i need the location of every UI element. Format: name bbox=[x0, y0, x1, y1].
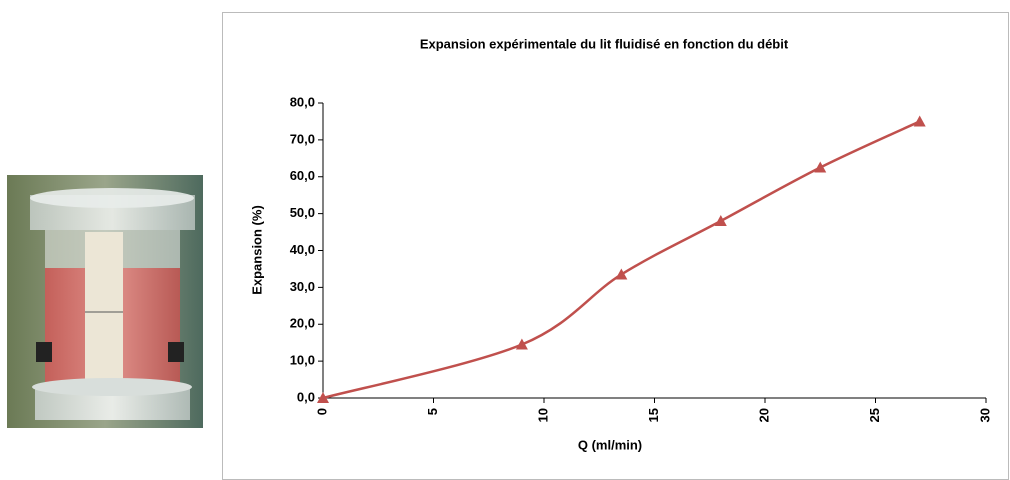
y-tick-label: 50,0 bbox=[290, 205, 315, 220]
x-tick-label: 15 bbox=[646, 408, 661, 422]
y-tick-label: 20,0 bbox=[290, 316, 315, 331]
x-axis-label: Q (ml/min) bbox=[578, 437, 642, 452]
y-tick-label: 40,0 bbox=[290, 242, 315, 257]
chart-title: Expansion expérimentale du lit fluidisé … bbox=[420, 36, 789, 51]
marker bbox=[615, 268, 628, 280]
photo bbox=[7, 175, 203, 428]
x-tick-label: 25 bbox=[867, 408, 882, 422]
marker bbox=[814, 161, 827, 173]
y-tick-label: 60,0 bbox=[290, 168, 315, 183]
x-tick-label: 20 bbox=[756, 408, 771, 422]
chart-frame bbox=[222, 12, 1009, 480]
y-tick-label: 10,0 bbox=[290, 353, 315, 368]
y-tick-label: 70,0 bbox=[290, 131, 315, 146]
x-tick-label: 10 bbox=[535, 408, 550, 422]
x-tick-label: 5 bbox=[425, 408, 440, 415]
y-tick-label: 80,0 bbox=[290, 94, 315, 109]
y-tick-label: 30,0 bbox=[290, 279, 315, 294]
x-tick-label: 0 bbox=[314, 408, 329, 415]
marker bbox=[714, 215, 727, 226]
marker bbox=[913, 115, 926, 127]
series-line bbox=[322, 120, 921, 400]
marker bbox=[317, 392, 329, 403]
x-tick-label: 30 bbox=[977, 408, 992, 422]
y-axis-label: Expansion (%) bbox=[249, 205, 264, 295]
y-tick-label: 0,0 bbox=[297, 389, 315, 404]
marker bbox=[515, 338, 528, 350]
